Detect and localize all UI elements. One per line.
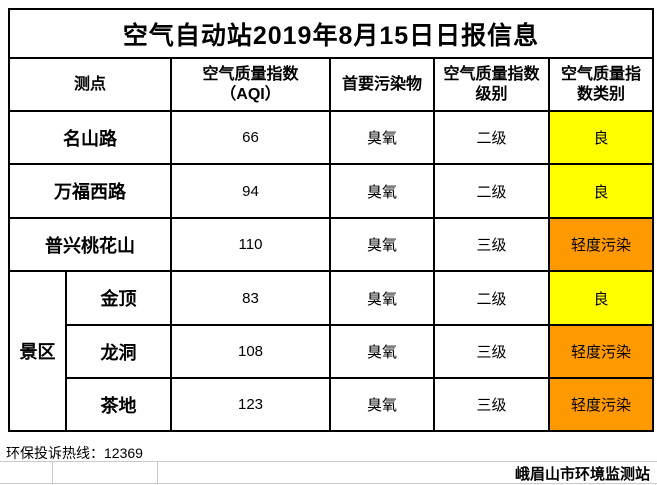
pollutant-cell: 臭氧 xyxy=(329,377,435,432)
excel-gridline-horizontal xyxy=(0,461,657,462)
category-cell: 轻度污染 xyxy=(547,377,655,432)
aqi-cell: 83 xyxy=(170,270,331,326)
category-cell: 良 xyxy=(547,163,655,219)
station-cell: 龙洞 xyxy=(65,324,172,379)
pollutant-cell: 臭氧 xyxy=(329,110,435,165)
complaint-hotline: 环保投诉热线：12369 xyxy=(6,445,143,461)
station-cell: 名山路 xyxy=(8,110,172,165)
pollutant-cell: 臭氧 xyxy=(329,270,435,326)
pollutant-cell: 臭氧 xyxy=(329,217,435,272)
monitoring-station-signature: 峨眉山市环境监测站 xyxy=(514,466,650,483)
report-title: 空气自动站2019年8月15日日报信息 xyxy=(7,8,655,59)
aqi-cell: 66 xyxy=(170,110,331,165)
level-cell: 三级 xyxy=(433,217,550,272)
station-cell: 万福西路 xyxy=(8,163,172,219)
header-station: 测点 xyxy=(8,57,172,112)
air-quality-table: 空气自动站2019年8月15日日报信息 测点 空气质量指数 （AQI） 首要污染… xyxy=(7,8,655,432)
aqi-cell: 94 xyxy=(170,163,331,219)
header-station-label: 测点 xyxy=(73,75,106,93)
table-row: 景区 金顶 83 臭氧 二级 良 xyxy=(8,270,655,432)
level-cell: 三级 xyxy=(433,324,550,379)
category-cell: 良 xyxy=(547,270,655,326)
header-row: 测点 空气质量指数 （AQI） 首要污染物 空气质量指数 级别 空气质量指 数类… xyxy=(8,57,655,112)
station-cell: 普兴桃花山 xyxy=(8,217,172,272)
excel-gridline-horizontal xyxy=(0,483,657,484)
header-level: 空气质量指数 级别 xyxy=(433,57,550,112)
title-row: 空气自动站2019年8月15日日报信息 xyxy=(7,8,655,59)
category-cell: 轻度污染 xyxy=(547,324,655,379)
header-category: 空气质量指 数类别 xyxy=(547,57,655,112)
aqi-cell: 110 xyxy=(170,217,331,272)
level-cell: 三级 xyxy=(433,377,550,432)
table-row: 茶地 123 臭氧 三级 轻度污染 xyxy=(9,377,655,432)
category-cell: 轻度污染 xyxy=(547,217,655,272)
header-pollutant: 首要污染物 xyxy=(329,57,435,112)
excel-gridline-vertical xyxy=(157,461,158,484)
station-cell: 茶地 xyxy=(65,377,172,432)
table-row: 普兴桃花山 110 臭氧 三级 轻度污染 xyxy=(8,217,655,272)
table-row: 龙洞 108 臭氧 三级 轻度污染 xyxy=(9,324,655,379)
level-cell: 二级 xyxy=(433,270,550,326)
aqi-cell: 123 xyxy=(170,377,331,432)
pollutant-cell: 臭氧 xyxy=(329,324,435,379)
level-cell: 二级 xyxy=(433,163,550,219)
group-cell: 景区 xyxy=(8,270,67,432)
header-aqi: 空气质量指数 （AQI） xyxy=(170,57,331,112)
aqi-cell: 108 xyxy=(170,324,331,379)
pollutant-cell: 臭氧 xyxy=(329,163,435,219)
excel-gridline-vertical xyxy=(52,461,53,484)
table-row: 万福西路 94 臭氧 二级 良 xyxy=(8,163,655,219)
table-row: 名山路 66 臭氧 二级 良 xyxy=(8,110,655,165)
level-cell: 二级 xyxy=(433,110,550,165)
station-cell: 金顶 xyxy=(65,270,172,326)
category-cell: 良 xyxy=(547,110,655,165)
